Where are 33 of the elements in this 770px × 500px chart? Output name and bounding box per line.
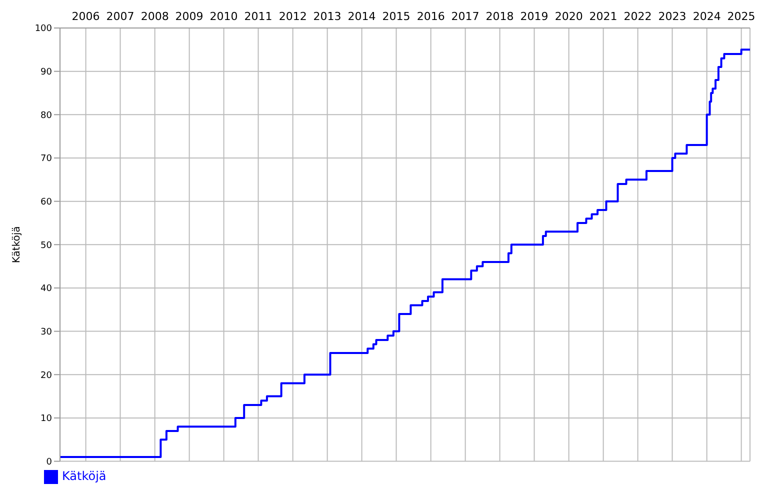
y-tick-label: 50 xyxy=(40,240,52,251)
x-tick-label: 2019 xyxy=(520,10,548,23)
y-tick-label: 70 xyxy=(40,154,52,164)
x-tick-label: 2008 xyxy=(140,10,169,23)
x-tick-label: 2017 xyxy=(451,10,480,23)
y-tick-label: 40 xyxy=(40,284,52,294)
y-tick-label: 30 xyxy=(40,327,52,338)
x-tick-label: 2023 xyxy=(658,10,686,23)
x-tick-label: 2025 xyxy=(727,10,756,23)
y-tick-label: 60 xyxy=(40,198,52,208)
x-tick-label: 2006 xyxy=(72,10,100,23)
x-tick-label: 2016 xyxy=(416,10,445,23)
y-tick-label: 100 xyxy=(34,24,52,34)
x-tick-label: 2022 xyxy=(624,10,652,23)
x-tick-label: 2007 xyxy=(106,10,134,23)
x-tick-label: 2020 xyxy=(554,10,583,23)
x-tick-label: 2015 xyxy=(382,10,410,23)
y-tick-label: 20 xyxy=(40,370,52,381)
y-tick-label: 80 xyxy=(40,110,52,121)
x-tick-label: 2011 xyxy=(244,10,272,23)
y-tick-label: 0 xyxy=(46,457,52,468)
x-tick-label: 2024 xyxy=(692,10,721,23)
x-tick-label: 2021 xyxy=(589,10,618,23)
y-tick-label: 90 xyxy=(40,68,52,78)
x-tick-label: 2009 xyxy=(175,10,204,23)
x-tick-label: 2013 xyxy=(313,10,342,23)
y-tick-label: 10 xyxy=(40,414,52,424)
legend-label: Kätköjä xyxy=(62,469,106,484)
y-axis-title: Kätköjä xyxy=(12,226,23,264)
x-tick-label: 2018 xyxy=(486,10,514,23)
x-tick-label: 2010 xyxy=(210,10,238,23)
x-tick-label: 2012 xyxy=(278,10,307,23)
x-tick-label: 2014 xyxy=(348,10,376,23)
